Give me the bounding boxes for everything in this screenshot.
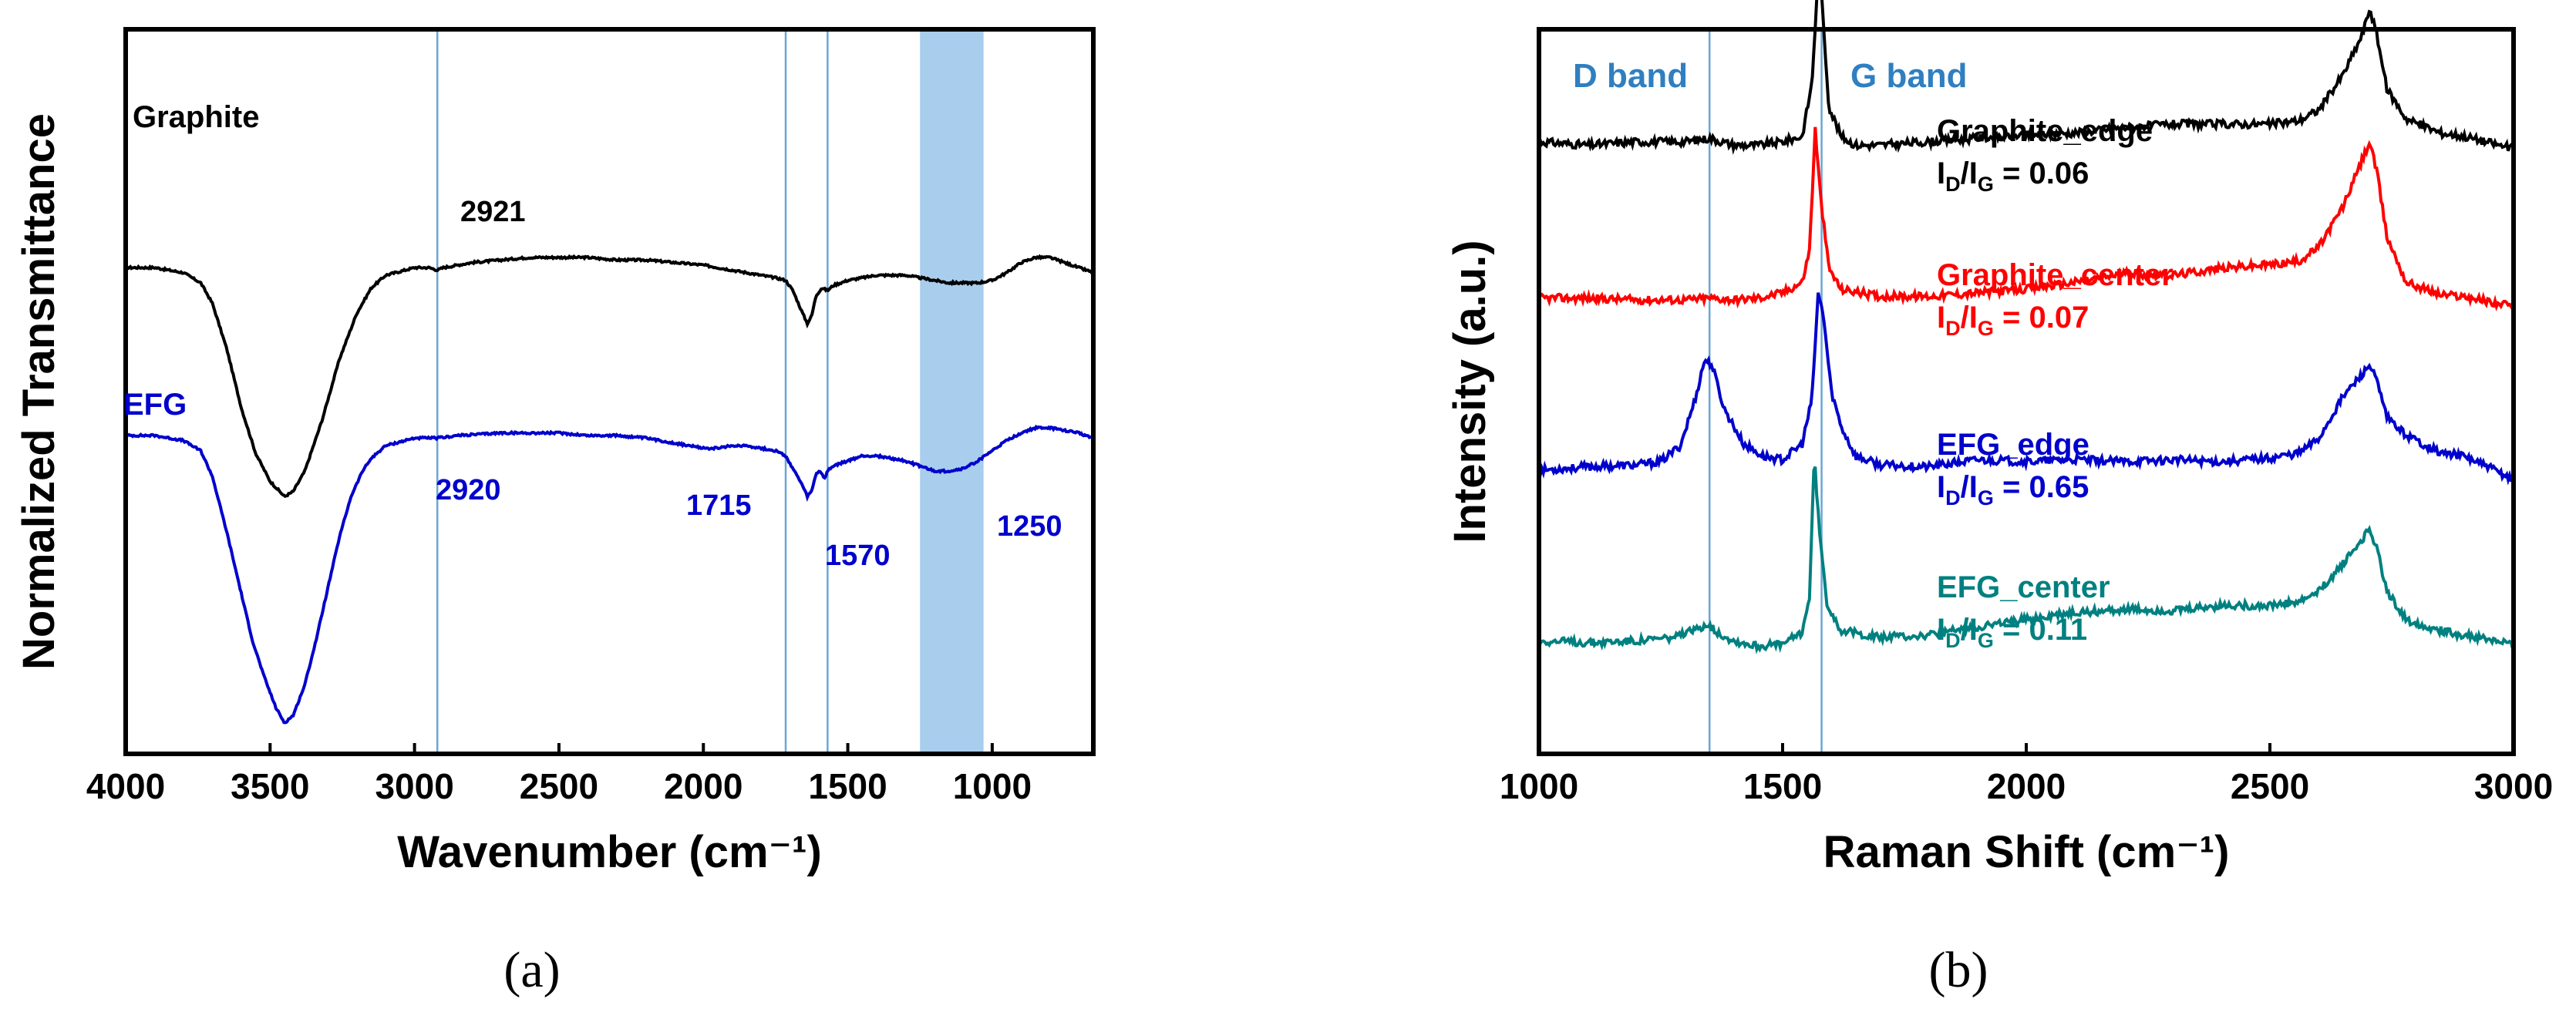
panel-label: (a) [503,942,560,998]
ratio-text: I [1937,156,1945,190]
x-tick-label: 3500 [231,766,309,806]
y-axis-title: Normalized Transmittance [14,113,64,670]
ratio-text: = 0.06 [1994,156,2089,190]
x-tick-label: 2000 [664,766,742,806]
y-axis-title: Intensity (a.u.) [1445,240,1495,543]
x-axis-title: Raman Shift (cm⁻¹) [1823,827,2230,877]
series-label: Graphite_edge [1937,114,2153,148]
ratio-subscript: D [1945,317,1961,340]
ratio-subscript: G [1978,629,1994,652]
ratio-text: /I [1961,613,1978,647]
series-label-graphite: Graphite [133,100,259,134]
ratio-subscript: G [1978,173,1994,196]
x-tick-label: 4000 [86,766,165,806]
x-tick-label: 3000 [375,766,453,806]
x-tick-label: 2500 [520,766,598,806]
series-line-graphite-center [1538,126,2514,311]
x-tick-label: 2500 [2231,766,2309,806]
ratio-text: /I [1961,301,1978,335]
ratio-text: = 0.11 [1994,613,2087,647]
ratio-label: ID/IG = 0.07 [1937,301,2089,340]
ratio-subscript: D [1945,486,1961,510]
ratio-label: ID/IG = 0.11 [1937,613,2087,652]
panel-a-ftir-chart: 4000 3500 3000 2500 2000 1500 1000 Graphite EFG… [14,27,1096,998]
x-tick-label: 1000 [953,766,1032,806]
panel-b-raman-chart: 1000 1500 2000 2500 3000 D band G band Graphit… [1445,0,2553,998]
series-line-efg-edge [1537,292,2514,486]
ratio-text: I [1937,470,1945,504]
highlight-band [920,29,984,754]
ratio-text: I [1937,301,1945,335]
ratio-label: ID/IG = 0.06 [1937,156,2089,196]
ratio-subscript: G [1978,486,1994,510]
ratio-subscript: D [1945,173,1961,196]
ratio-subscript: D [1945,629,1961,652]
ratio-label: ID/IG = 0.65 [1937,470,2089,510]
x-tick-label: 3000 [2474,766,2553,806]
band-label: D band [1573,57,1688,95]
x-axis-title: Wavenumber (cm⁻¹) [397,827,822,877]
ratio-subscript: G [1978,317,1994,340]
peak-label: 1715 [686,489,752,522]
ratio-text: = 0.65 [1994,470,2089,504]
series-label-efg: EFG [123,388,187,422]
peak-label: 1250 [997,510,1062,543]
x-tick-label: 1500 [1743,766,1822,806]
x-tick-label: 1000 [1500,766,1578,806]
series-line-efg [124,424,1093,725]
ratio-text: = 0.07 [1994,301,2089,335]
ratio-text: /I [1961,156,1978,190]
peak-label: 2921 [460,196,526,228]
ratio-text: I [1937,613,1945,647]
series-line-efg-center [1537,466,2514,654]
peak-label: 1570 [825,540,891,572]
series-label: EFG_edge [1937,428,2089,462]
band-label: G band [1850,57,1968,95]
series-label: EFG_center [1937,570,2110,604]
x-tick-label: 2000 [1987,766,2066,806]
plot-frame [123,27,1096,756]
panel-label: (b) [1929,942,1988,998]
series-label: Graphite_center [1937,258,2174,292]
x-tick-label: 1500 [808,766,887,806]
series-line-graphite [125,254,1093,499]
peak-label: 2920 [436,474,501,506]
series-line-graphite-edge [1537,0,2514,155]
ratio-text: /I [1961,470,1978,504]
